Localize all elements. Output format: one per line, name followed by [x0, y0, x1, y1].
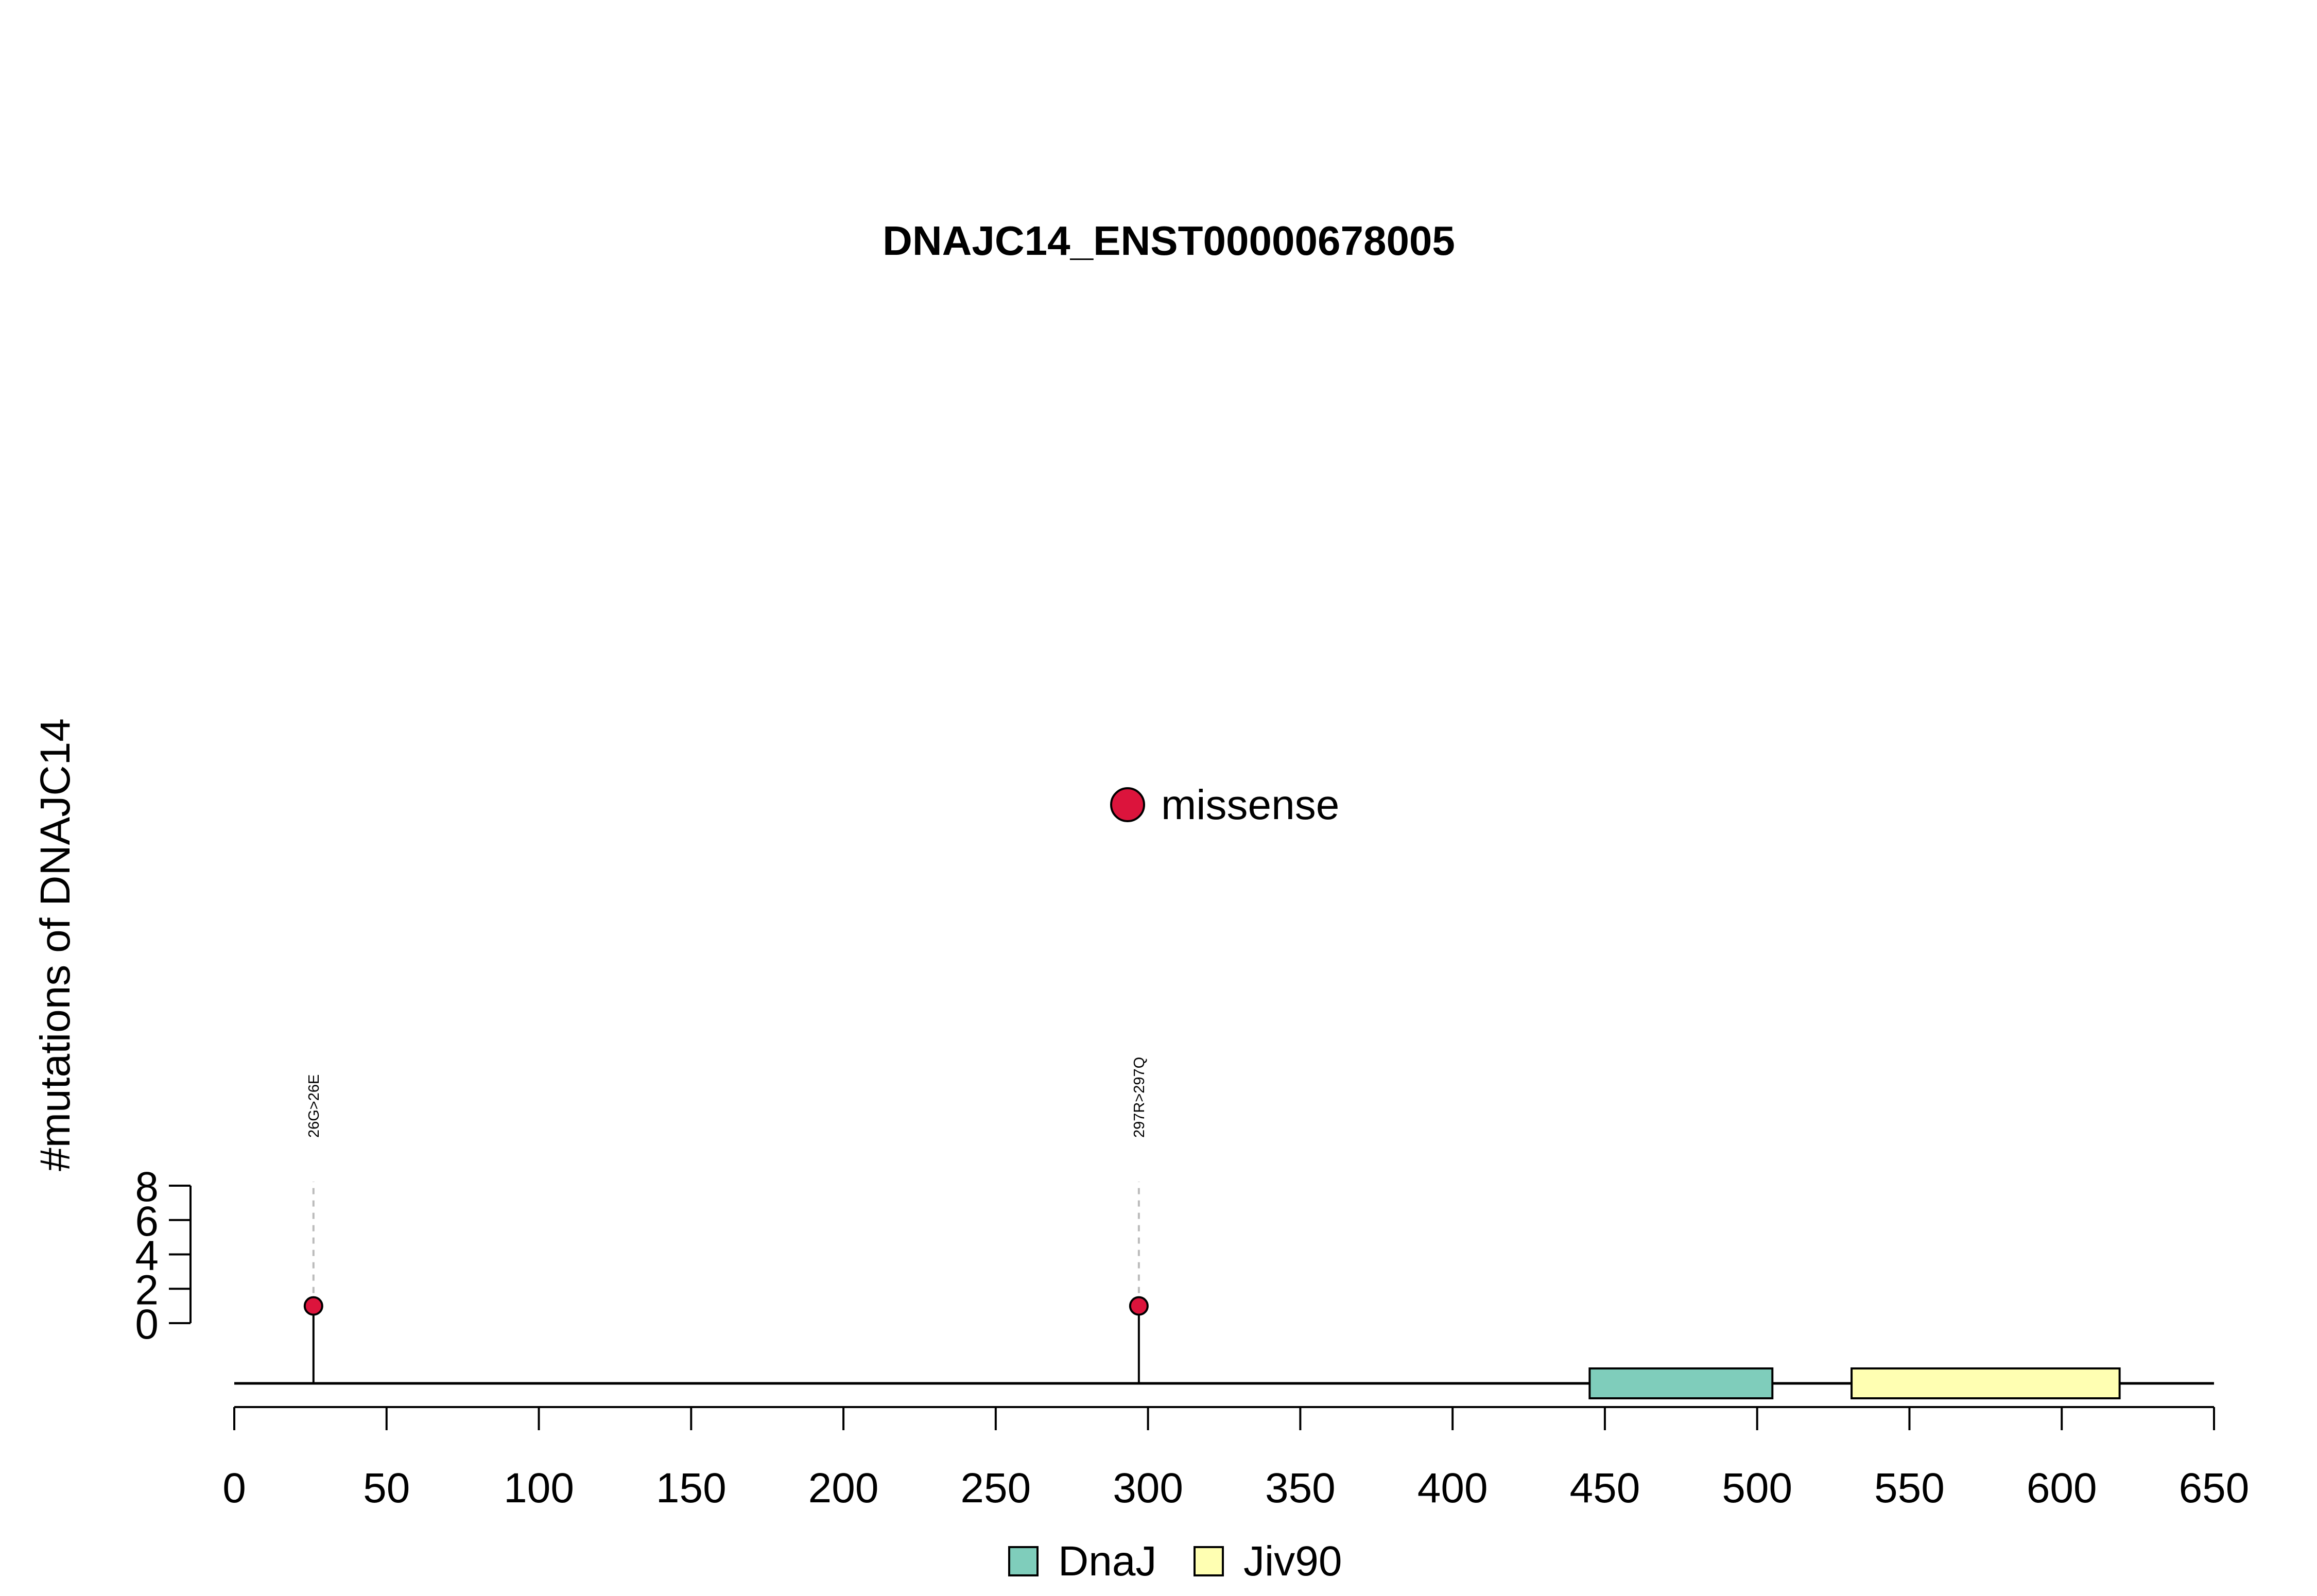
x-tick-label: 0	[222, 1465, 246, 1512]
domain-box-dnaj	[1588, 1367, 1774, 1399]
x-tick-label: 450	[1570, 1465, 1640, 1512]
y-tick-label: 8	[135, 1164, 159, 1210]
mutation-label: 26G>26E	[306, 1074, 322, 1138]
legend-swatch-jiv90	[1194, 1546, 1224, 1576]
y-axis-label: #mutations of DNAJC14	[32, 718, 79, 1171]
y-tick-label: 4	[135, 1233, 159, 1279]
x-tick-label: 300	[1113, 1465, 1183, 1512]
mutation-legend: missense	[1110, 782, 1339, 828]
domain-legend: DnaJ Jiv90	[1008, 1538, 1342, 1585]
y-tick-label: 6	[135, 1198, 159, 1245]
x-tick-label: 600	[2027, 1465, 2097, 1512]
mutation-point	[1129, 1296, 1149, 1316]
x-tick-label: 500	[1722, 1465, 1792, 1512]
x-tick-label: 650	[2179, 1465, 2250, 1512]
y-tick-label: 2	[135, 1267, 159, 1313]
mutation-lollipops: 26G>26E 297R>297Q	[303, 1057, 1149, 1383]
x-tick-label: 550	[1874, 1465, 1945, 1512]
y-axis-label-group: #mutations of DNAJC14	[32, 718, 79, 1171]
x-tick-label: 250	[960, 1465, 1031, 1512]
domain-boxes	[1588, 1367, 2121, 1399]
mutation-point	[303, 1296, 323, 1316]
domain-box-jiv90	[1851, 1367, 2121, 1399]
x-tick-label: 150	[656, 1465, 727, 1512]
x-tick-label: 350	[1265, 1465, 1336, 1512]
legend-label-missense: missense	[1161, 782, 1339, 828]
legend-marker-missense	[1110, 787, 1145, 822]
x-tick-label: 100	[504, 1465, 574, 1512]
x-tick-label: 400	[1417, 1465, 1488, 1512]
x-tick-label: 200	[808, 1465, 879, 1512]
mutation-label: 297R>297Q	[1131, 1057, 1148, 1138]
y-tick-label: 0	[135, 1301, 159, 1348]
x-tick-label: 50	[363, 1465, 410, 1512]
legend-label-jiv90: Jiv90	[1243, 1538, 1342, 1585]
legend-swatch-dnaj	[1008, 1546, 1039, 1576]
x-axis: 0 50 100 150 200 250 300 350 400 450 500 550 600 650	[222, 1406, 2250, 1512]
chart-title: DNAJC14_ENST00000678005	[883, 218, 1455, 264]
legend-label-dnaj: DnaJ	[1058, 1538, 1156, 1585]
